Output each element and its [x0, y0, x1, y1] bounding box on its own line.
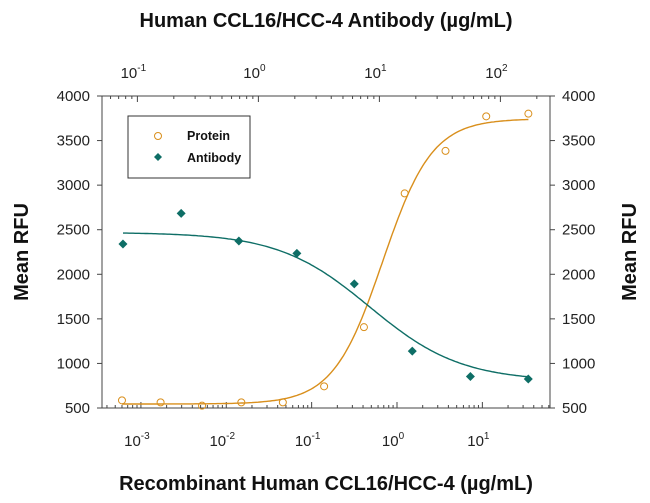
data-points	[117, 109, 533, 410]
protein-point	[441, 146, 450, 155]
y-tick-label-right: 1500	[562, 311, 595, 328]
right-y-axis-title: Mean RFU	[619, 203, 641, 301]
left-y-axis-title: Mean RFU	[11, 203, 33, 301]
antibody-point	[465, 371, 475, 381]
legend: Protein Antibody	[127, 115, 251, 179]
bottom-x-tick-label: 10-3	[124, 431, 150, 450]
top-axis-title: Human CCL16/HCC-4 Antibody (µg/mL)	[140, 10, 513, 32]
antibody-point	[176, 208, 186, 218]
y-tick-label-right: 4000	[562, 88, 595, 105]
protein-fit-curve	[122, 118, 529, 405]
antibody-point	[292, 248, 302, 258]
y-tick-label-right: 2500	[562, 222, 595, 239]
antibody-point	[407, 346, 417, 356]
y-tick-label-right: 3500	[562, 133, 595, 150]
antibody-point	[234, 236, 244, 246]
bottom-x-tick-label: 10-1	[295, 431, 321, 450]
plot-frame	[101, 95, 551, 409]
legend-antibody-marker	[154, 153, 162, 161]
antibody-point	[349, 279, 359, 289]
y-tick-label-left: 4000	[57, 88, 90, 105]
antibody-fit-curve	[123, 232, 529, 378]
y-tick-label-right: 3000	[562, 177, 595, 194]
y-tick-label-left: 3000	[57, 177, 90, 194]
bottom-x-tick-label: 10-2	[209, 431, 235, 450]
y-tick-label-left: 2500	[57, 222, 90, 239]
protein-point	[359, 323, 368, 332]
protein-point	[237, 398, 246, 407]
legend-protein-label: Protein	[187, 129, 230, 143]
top-x-tick-label: 100	[243, 63, 266, 82]
antibody-point	[118, 239, 128, 249]
antibody-point	[523, 374, 533, 384]
legend-protein-marker	[154, 132, 162, 140]
protein-point	[198, 401, 207, 410]
protein-point	[524, 109, 533, 118]
protein-point	[482, 112, 491, 121]
protein-point	[117, 396, 126, 405]
y-tick-label-right: 500	[562, 400, 587, 417]
y-tick-label-left: 500	[65, 400, 90, 417]
fit-curves	[122, 118, 529, 405]
protein-point	[278, 398, 287, 407]
bottom-x-tick-label: 101	[467, 431, 490, 450]
protein-point	[400, 189, 409, 198]
top-x-tick-label: 101	[364, 63, 387, 82]
legend-antibody-label: Antibody	[187, 151, 241, 165]
y-tick-label-left: 2000	[57, 266, 90, 283]
bottom-axis-title: Recombinant Human CCL16/HCC-4 (µg/mL)	[119, 473, 533, 495]
protein-point	[156, 398, 165, 407]
y-tick-label-right: 1000	[562, 355, 595, 372]
y-tick-label-right: 2000	[562, 266, 595, 283]
legend-box	[127, 115, 251, 179]
top-x-tick-label: 102	[485, 63, 508, 82]
top-x-tick-label: 10-1	[121, 63, 147, 82]
y-tick-label-left: 3500	[57, 133, 90, 150]
bottom-x-tick-label: 100	[382, 431, 405, 450]
y-tick-label-left: 1000	[57, 355, 90, 372]
y-tick-label-left: 1500	[57, 311, 90, 328]
protein-point	[320, 382, 329, 391]
